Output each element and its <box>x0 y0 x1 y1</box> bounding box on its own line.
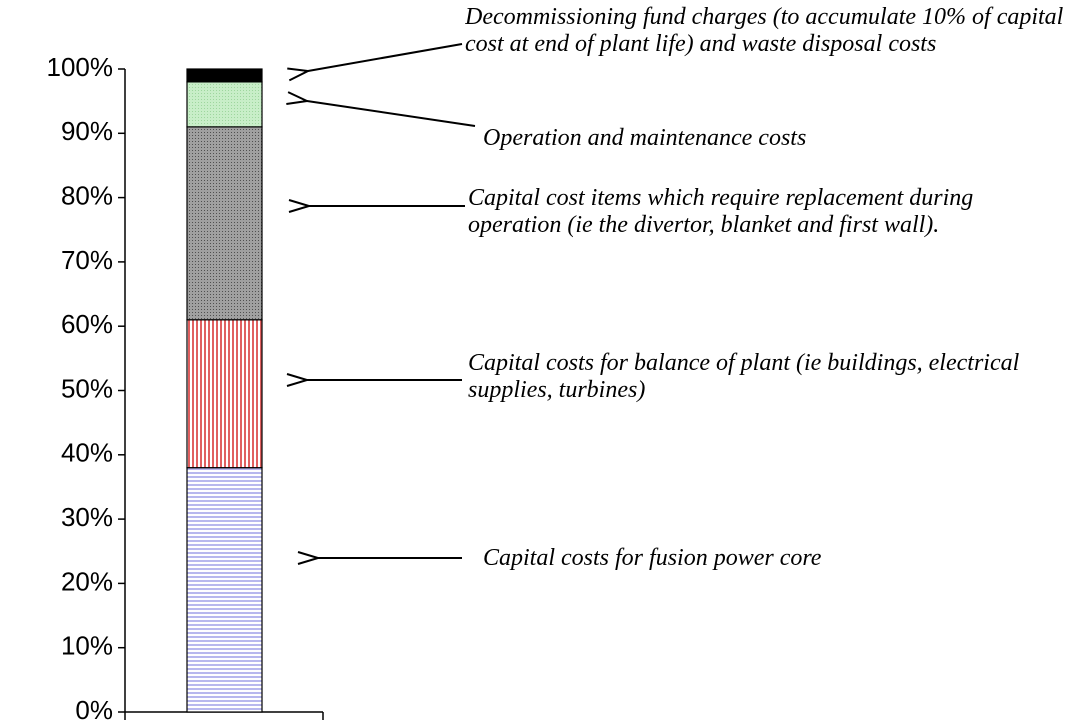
y-tick-label: 10% <box>61 631 113 661</box>
y-tick-label: 70% <box>61 245 113 275</box>
y-tick-label: 20% <box>61 566 113 596</box>
annotation: Operation and maintenance costs <box>483 125 807 151</box>
bar-segment <box>186 126 263 321</box>
annotation: Decommissioning fund charges (to accumul… <box>465 4 1064 57</box>
y-tick-label: 30% <box>61 502 113 532</box>
annotation: Capital costs for balance of plant (ie b… <box>468 350 1020 403</box>
y-tick-label: 80% <box>61 180 113 210</box>
y-tick-label: 60% <box>61 309 113 339</box>
y-tick-label: 40% <box>61 438 113 468</box>
y-tick-label: 0% <box>75 695 113 725</box>
annotation: Capital costs for fusion power core <box>483 545 822 571</box>
bar-segment <box>186 81 263 128</box>
bar-segment <box>186 68 263 83</box>
annotation-arrow <box>307 101 476 127</box>
y-tick-label: 50% <box>61 373 113 403</box>
annotation-arrow <box>308 43 463 71</box>
bar-segment <box>186 319 263 469</box>
bar-segment <box>186 467 263 713</box>
y-tick-label: 100% <box>47 52 114 82</box>
y-tick-label: 90% <box>61 116 113 146</box>
annotation: Capital cost items which require replace… <box>468 185 974 238</box>
